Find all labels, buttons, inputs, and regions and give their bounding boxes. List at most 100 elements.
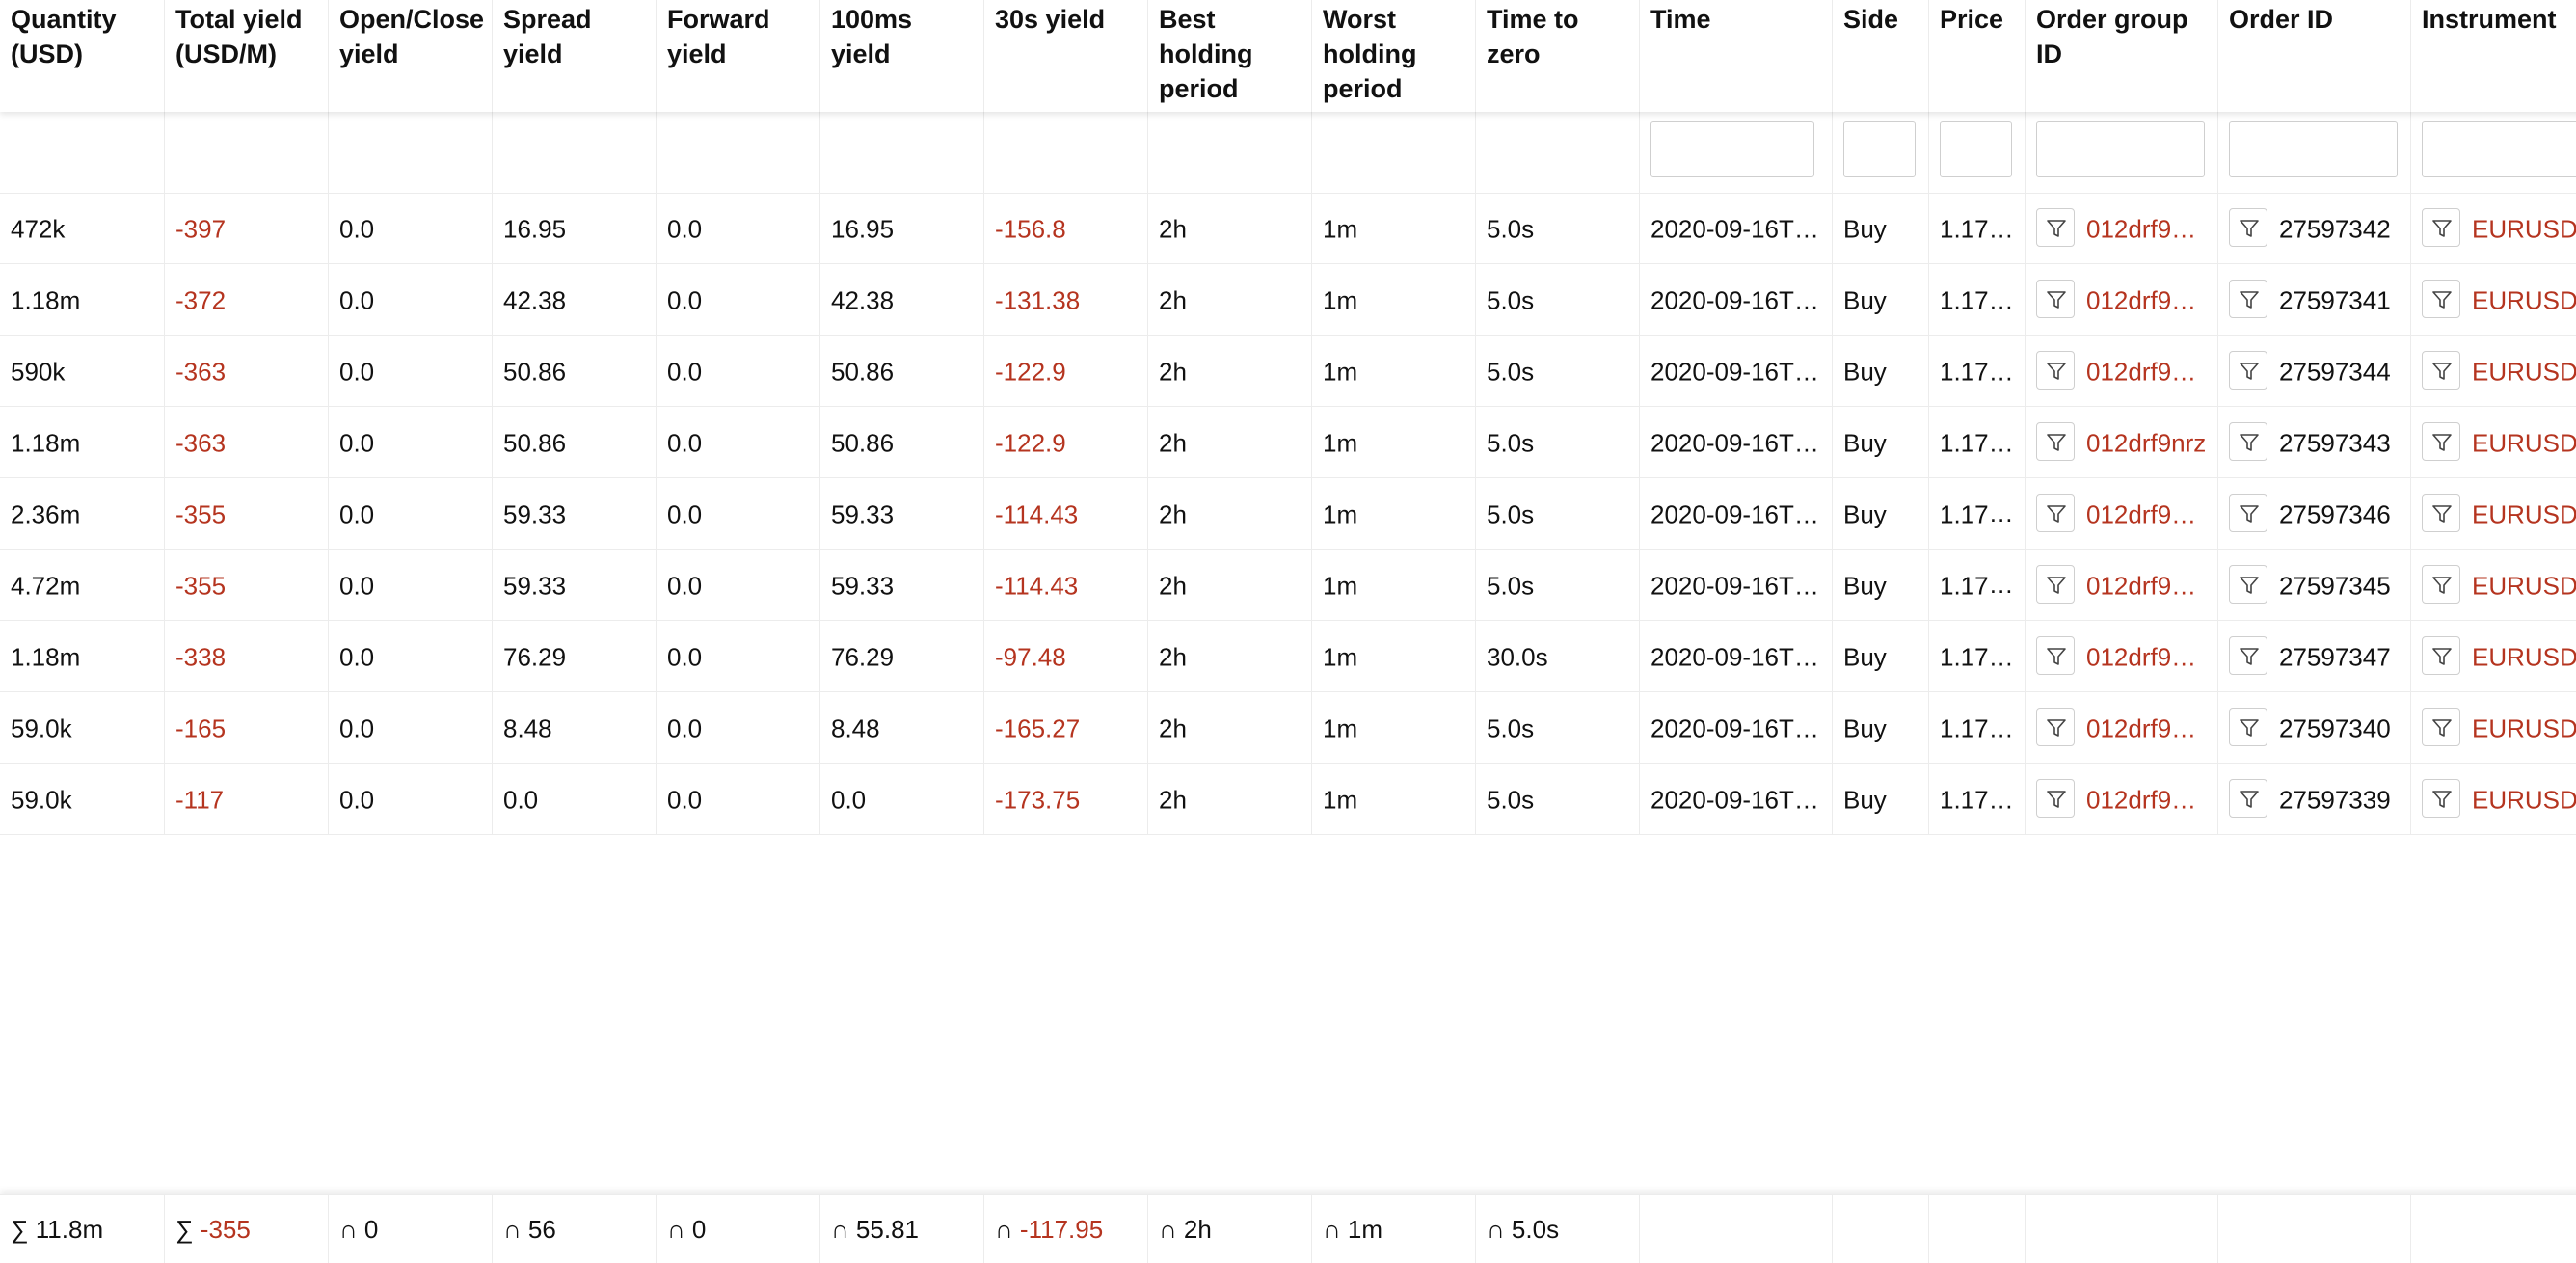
aggregate-value: 5.0s — [1511, 1215, 1560, 1244]
column-header-yield-30s[interactable]: 30s yield — [984, 0, 1148, 112]
footer-aggregate-open-close-yield: ∩ 0 — [329, 1195, 493, 1263]
table-row[interactable]: 2.36m -355 0.0 59.33 0.0 59.33 -114.43 2h 1m 5.0s… — [0, 478, 2576, 550]
filter-icon[interactable] — [2036, 708, 2075, 747]
filter-input-time[interactable] — [1650, 121, 1814, 177]
cell-value: 30.0s — [1487, 642, 1548, 672]
filter-icon[interactable] — [2036, 208, 2075, 248]
cell-value: Buy — [1843, 357, 1887, 387]
cell-value: -173.75 — [995, 785, 1081, 815]
column-header-best-holding-period[interactable]: Best holding period — [1148, 0, 1312, 112]
filter-icon[interactable] — [2036, 494, 2075, 533]
filter-icon[interactable] — [2422, 779, 2460, 819]
cell-price: 1.17… — [1929, 764, 2026, 834]
column-header-price[interactable]: Price — [1929, 0, 2026, 112]
cell-worst-holding-period: 1m — [1312, 336, 1476, 406]
cell-value: 59.33 — [503, 499, 567, 529]
filter-icon[interactable] — [2229, 636, 2267, 676]
column-header-open-close-yield[interactable]: Open/Close yield — [329, 0, 493, 112]
table-row[interactable]: 59.0k -117 0.0 0.0 0.0 0.0 -173.75 2h 1m 5.0s 2020… — [0, 764, 2576, 835]
filter-icon[interactable] — [2036, 280, 2075, 319]
filter-icon[interactable] — [2036, 779, 2075, 819]
filter-cell-time — [1640, 112, 1833, 193]
table-row[interactable]: 1.18m -372 0.0 42.38 0.0 42.38 -131.38 2h 1m 5.0s… — [0, 264, 2576, 336]
cell-value: 27597343 — [2279, 428, 2391, 458]
table-row[interactable]: 1.18m -363 0.0 50.86 0.0 50.86 -122.9 2h 1m 5.0s 2… — [0, 407, 2576, 478]
aggregate-value: 2h — [1183, 1215, 1212, 1244]
filter-icon[interactable] — [2422, 494, 2460, 533]
filter-icon[interactable] — [2229, 280, 2267, 319]
filter-icon[interactable] — [2422, 208, 2460, 248]
cell-worst-holding-period: 1m — [1312, 264, 1476, 335]
footer-aggregate-total-yield: ∑ -355 — [165, 1195, 329, 1263]
filter-input-instrument[interactable] — [2422, 121, 2576, 177]
table-row[interactable]: 472k -397 0.0 16.95 0.0 16.95 -156.8 2h 1m 5.0s 20… — [0, 193, 2576, 264]
filter-icon[interactable] — [2422, 636, 2460, 676]
cell-time: 2020-09-16T… — [1640, 692, 1833, 763]
filter-cell-time-to-zero — [1476, 112, 1640, 193]
cell-value: Buy — [1843, 571, 1887, 601]
cell-value: 1.17… — [1940, 357, 2014, 387]
filter-input-order-id[interactable] — [2229, 121, 2398, 177]
cell-instrument: EURUSD — [2411, 621, 2576, 691]
filter-icon[interactable] — [2422, 565, 2460, 605]
filter-icon[interactable] — [2036, 565, 2075, 605]
column-header-spread-yield[interactable]: Spread yield — [493, 0, 657, 112]
cell-best-holding-period: 2h — [1148, 692, 1312, 763]
filter-icon[interactable] — [2422, 708, 2460, 747]
column-header-time[interactable]: Time — [1640, 0, 1833, 112]
cell-forward-yield: 0.0 — [657, 193, 820, 263]
filter-input-side[interactable] — [1843, 121, 1916, 177]
column-header-order-id[interactable]: Order ID — [2218, 0, 2411, 112]
column-header-yield-100ms[interactable]: 100ms yield — [820, 0, 984, 112]
cell-side: Buy — [1833, 692, 1929, 763]
cell-spread-yield: 16.95 — [493, 193, 657, 263]
cell-value: 5.0s — [1487, 428, 1535, 458]
filter-cell-worst-holding-period — [1312, 112, 1476, 193]
cell-spread-yield: 59.33 — [493, 550, 657, 620]
filter-icon[interactable] — [2422, 280, 2460, 319]
filter-icon[interactable] — [2036, 422, 2075, 462]
table-row[interactable]: 59.0k -165 0.0 8.48 0.0 8.48 -165.27 2h 1m 5.0s 20… — [0, 692, 2576, 764]
column-header-worst-holding-period[interactable]: Worst holding period — [1312, 0, 1476, 112]
filter-icon[interactable] — [2229, 708, 2267, 747]
filter-input-order-group-id[interactable] — [2036, 121, 2205, 177]
filter-icon[interactable] — [2422, 422, 2460, 462]
filter-icon[interactable] — [2229, 779, 2267, 819]
filter-icon[interactable] — [2229, 565, 2267, 605]
column-header-instrument[interactable]: Instrument — [2411, 0, 2576, 112]
filter-icon[interactable] — [2229, 351, 2267, 390]
cell-worst-holding-period: 1m — [1312, 550, 1476, 620]
filter-icon[interactable] — [2229, 208, 2267, 248]
cell-yield-30s: -97.48 — [984, 621, 1148, 691]
table-row[interactable]: 4.72m -355 0.0 59.33 0.0 59.33 -114.43 2h 1m 5.0s… — [0, 550, 2576, 621]
filter-icon[interactable] — [2422, 351, 2460, 390]
filter-input-price[interactable] — [1940, 121, 2012, 177]
cell-value: 5.0s — [1487, 571, 1535, 601]
filter-icon[interactable] — [2036, 351, 2075, 390]
cell-value: 1m — [1323, 571, 1358, 601]
column-header-order-group-id[interactable]: Order group ID — [2026, 0, 2218, 112]
filter-cell-total-yield — [165, 112, 329, 193]
column-header-forward-yield[interactable]: Forward yield — [657, 0, 820, 112]
cell-total-yield: -165 — [165, 692, 329, 763]
filter-icon[interactable] — [2229, 422, 2267, 462]
cell-yield-100ms: 0.0 — [820, 764, 984, 834]
column-header-time-to-zero[interactable]: Time to zero — [1476, 0, 1640, 112]
column-header-total-yield[interactable]: Total yield (USD/M) — [165, 0, 329, 112]
cell-open-close-yield: 0.0 — [329, 264, 493, 335]
table-row[interactable]: 590k -363 0.0 50.86 0.0 50.86 -122.9 2h 1m 5.0s 20… — [0, 336, 2576, 407]
cell-quantity: 1.18m — [0, 621, 165, 691]
filter-icon[interactable] — [2036, 636, 2075, 676]
cell-forward-yield: 0.0 — [657, 692, 820, 763]
aggregate-symbol: ∩ — [503, 1215, 522, 1244]
cell-value: 0.0 — [503, 785, 539, 815]
cell-order-group-id: 012drf9… — [2026, 193, 2218, 263]
cell-value: 012drf9… — [2086, 571, 2197, 601]
cell-order-group-id: 012drf9… — [2026, 550, 2218, 620]
table-row[interactable]: 1.18m -338 0.0 76.29 0.0 76.29 -97.48 2h 1m 30.0s… — [0, 621, 2576, 692]
cell-yield-100ms: 42.38 — [820, 264, 984, 335]
filter-icon[interactable] — [2229, 494, 2267, 533]
cell-value: -372 — [175, 285, 227, 315]
column-header-side[interactable]: Side — [1833, 0, 1929, 112]
column-header-quantity[interactable]: Quantity (USD) — [0, 0, 165, 112]
